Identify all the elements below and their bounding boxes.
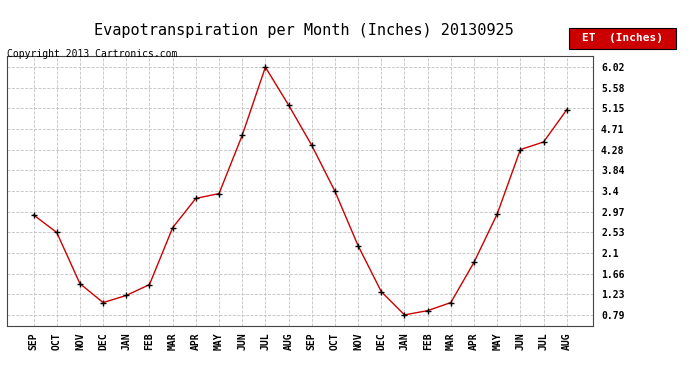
Text: Evapotranspiration per Month (Inches) 20130925: Evapotranspiration per Month (Inches) 20…	[94, 22, 513, 38]
Text: Copyright 2013 Cartronics.com: Copyright 2013 Cartronics.com	[7, 49, 177, 59]
Text: ET  (Inches): ET (Inches)	[582, 33, 663, 44]
